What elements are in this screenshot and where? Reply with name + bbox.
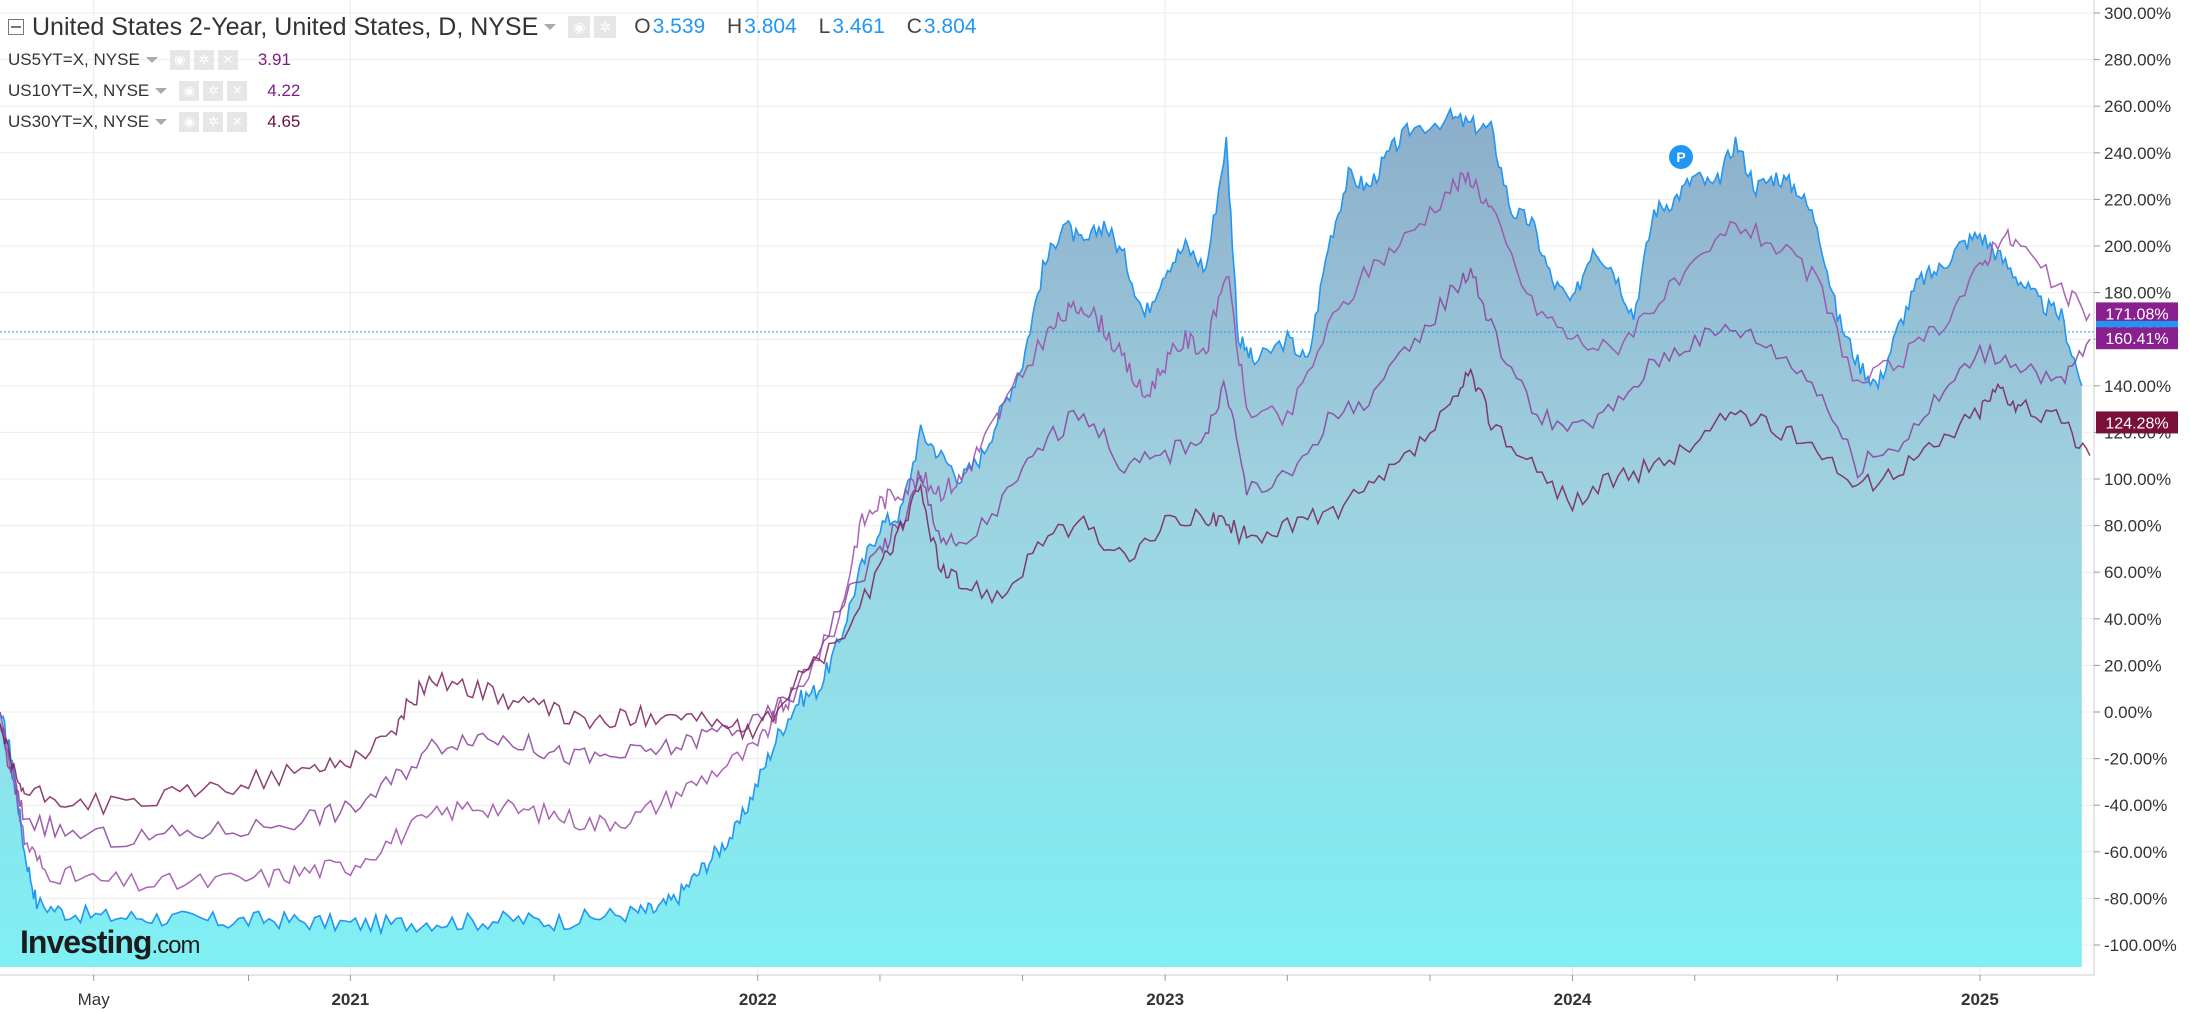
x-tick-label: 2021 [331,990,369,1009]
us2y-line [0,106,2083,936]
y-tick-label: 20.00% [2104,656,2162,675]
overlay-row-us10y: US10YT=X, NYSE ◉ ✲ ✕ 4.22 [8,75,976,106]
y-tick-label: 60.00% [2104,563,2162,582]
y-tick-label: 100.00% [2104,470,2171,489]
overlay-row-us5y: US5YT=X, NYSE ◉ ✲ ✕ 3.91 [8,44,976,75]
y-tick-label: -80.00% [2104,889,2167,908]
overlay-row-us30y: US30YT=X, NYSE ◉ ✲ ✕ 4.65 [8,106,976,137]
x-tick-label: 2022 [739,990,777,1009]
series-line-1 [0,171,2091,892]
logo-suffix: .com [151,932,200,959]
close-icon[interactable]: ✕ [227,111,248,132]
y-tick-label: 240.00% [2104,144,2171,163]
ohlc-high-value: 3.804 [744,15,797,38]
ohlc-close-value: 3.804 [923,15,977,38]
series-title: United States 2-Year, United States, D, … [32,12,539,41]
last-label-bg [2096,302,2178,325]
gear-icon[interactable]: ✲ [203,80,224,101]
overlay-label: US5YT=X, NYSE [8,49,140,69]
ohlc-low-key: L [818,15,831,38]
series-line-3 [0,367,2091,816]
close-icon[interactable]: ✕ [217,49,238,70]
x-tick-label: 2024 [1554,990,1592,1009]
x-axis: May 2021 2022 2023 2024 2025 [0,974,2094,1009]
chevron-down-icon[interactable] [145,56,158,63]
overlay-value: 4.65 [267,111,301,131]
y-tick-label: 140.00% [2104,377,2171,396]
ohlc-values: O3.539 H3.804 L3.461 C3.804 [634,15,976,39]
ohlc-close-key: C [906,15,922,38]
y-tick-label: -40.00% [2104,796,2167,815]
x-tick-label: 2025 [1961,990,1999,1009]
chevron-down-icon[interactable] [155,87,168,94]
last-value-labels: 171.08%163.13%160.41%124.28% [2096,302,2178,434]
collapse-icon[interactable] [8,19,24,35]
y-tick-label: -60.00% [2104,843,2167,862]
y-axis: 300.00% 280.00% 260.00% 240.00% 220.00% 200.0… [2093,0,2177,975]
ohlc-open-key: O [634,15,651,38]
logo-brand: Investing [20,924,152,960]
x-tick-label: 2023 [1146,990,1184,1009]
overlay-value: 4.22 [267,80,301,100]
y-tick-label: -20.00% [2104,750,2167,769]
x-tick-label: May [78,990,111,1009]
chart-legend: United States 2-Year, United States, D, … [8,10,976,137]
chevron-down-icon[interactable] [544,24,557,30]
gear-icon[interactable]: ✲ [203,111,224,132]
ohlc-high-key: H [727,15,743,38]
series-line-2 [0,267,2091,848]
ohlc-open-value: 3.539 [652,15,706,38]
y-tick-label: -100.00% [2104,936,2177,955]
main-series-row: United States 2-Year, United States, D, … [8,10,976,44]
y-tick-label: 280.00% [2104,51,2171,70]
last-label-text: 160.41% [2105,331,2168,348]
us2y-area-fill [0,108,2082,967]
last-label-bg [2096,327,2178,350]
y-tick-label: 300.00% [2104,4,2171,23]
eye-icon[interactable]: ◉ [179,80,200,101]
gear-icon[interactable]: ✲ [193,49,214,70]
series-lines [0,171,2091,892]
overlay-label: US10YT=X, NYSE [8,80,150,100]
y-tick-label: 220.00% [2104,190,2171,209]
y-tick-label: 180.00% [2104,284,2171,303]
ohlc-low-value: 3.461 [832,15,885,38]
y-tick-label: 80.00% [2104,517,2162,536]
investing-logo: Investing.com [20,924,200,961]
us2y-area [0,106,2083,967]
last-label-bg [2096,411,2178,434]
y-tick-label: 260.00% [2104,97,2171,116]
gear-icon[interactable]: ✲ [594,16,617,38]
chevron-down-icon[interactable] [155,118,168,125]
last-label-text: 171.08% [2105,306,2168,323]
overlay-label: US30YT=X, NYSE [8,111,150,131]
eye-icon[interactable]: ◉ [169,49,190,70]
close-icon[interactable]: ✕ [227,80,248,101]
y-tick-label: 40.00% [2104,610,2162,629]
overlay-value: 3.91 [257,49,291,69]
marker-badge[interactable]: P [1669,145,1693,169]
eye-icon[interactable]: ◉ [568,16,591,38]
last-label-text: 124.28% [2105,415,2168,432]
y-tick-label: 200.00% [2104,237,2171,256]
y-tick-label: 0.00% [2104,703,2152,722]
eye-icon[interactable]: ◉ [179,111,200,132]
